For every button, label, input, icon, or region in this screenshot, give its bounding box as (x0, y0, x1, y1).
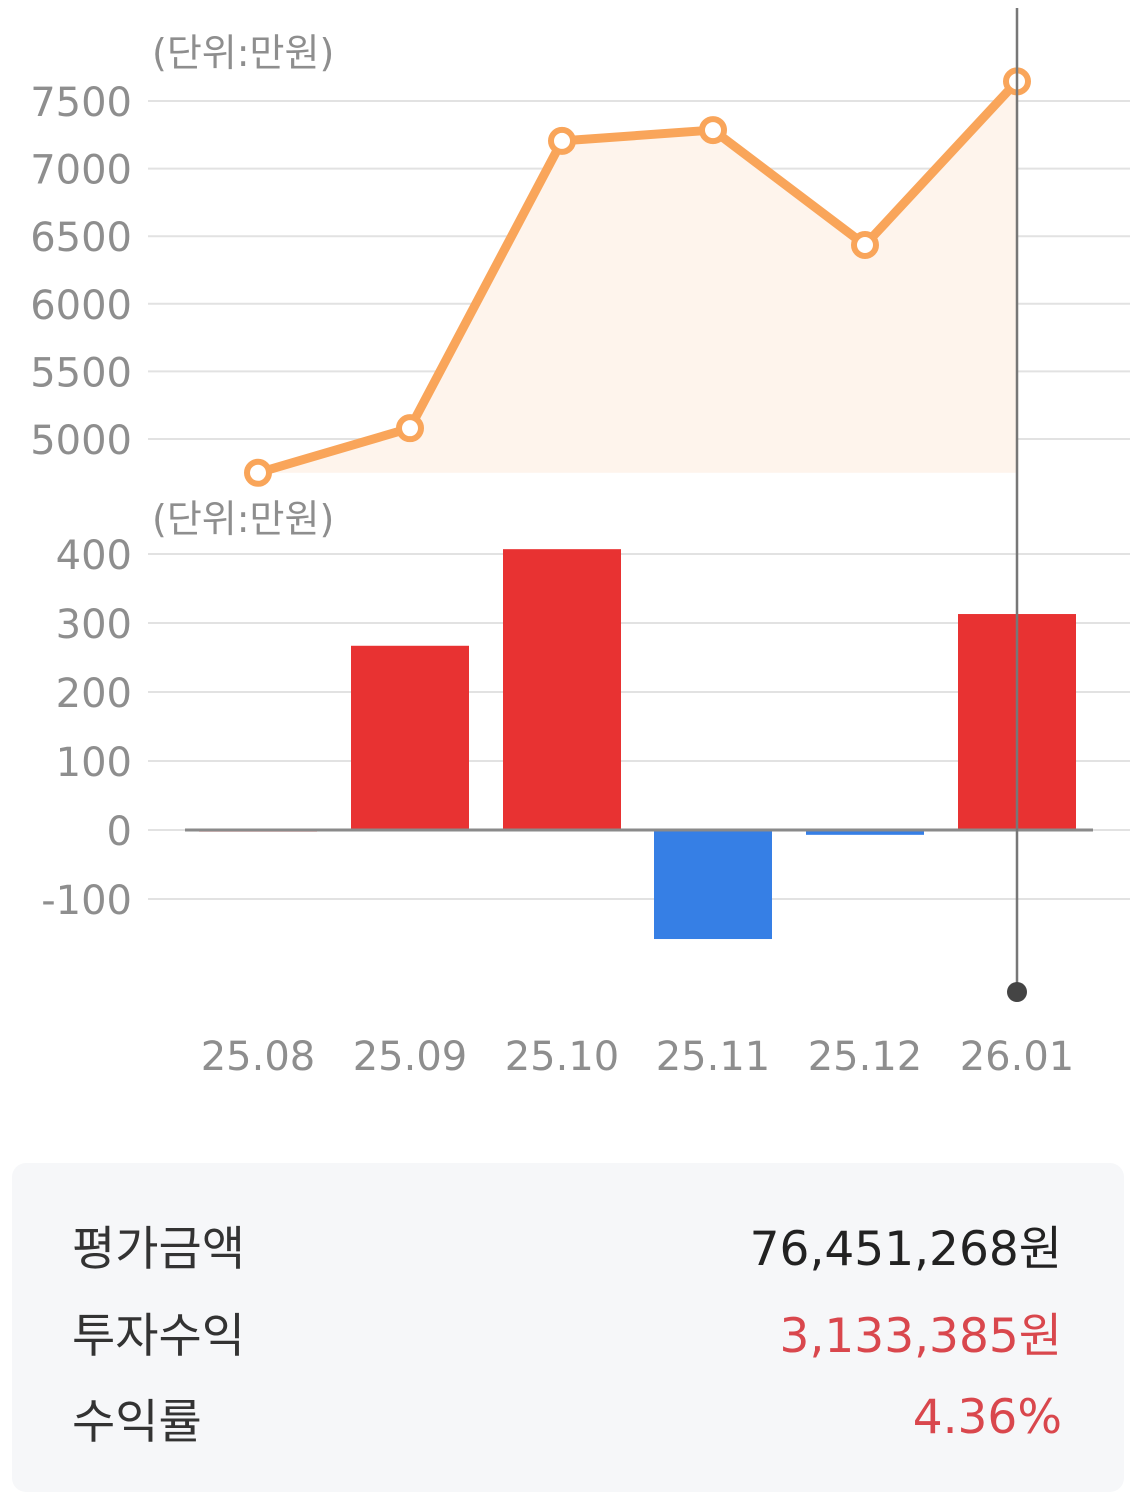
summary-panel: 평가금액 76,451,268원 투자수익 3,133,385원 수익률 4.3… (12, 1163, 1124, 1492)
x-tick-label: 25.08 (201, 1034, 316, 1080)
data-point (548, 126, 576, 155)
area-fill (258, 81, 1017, 473)
y-tick-label: 200 (56, 671, 132, 717)
summary-value: 3,133,385원 (779, 1308, 1062, 1364)
summary-value: 76,451,268원 (749, 1221, 1062, 1277)
y-tick-label: 6500 (30, 215, 132, 261)
data-point (244, 458, 272, 487)
bar (503, 549, 621, 830)
data-point (396, 414, 424, 443)
summary-value: 4.36% (912, 1389, 1062, 1445)
bar (654, 830, 772, 940)
unit-label: (단위:만원) (152, 31, 334, 75)
y-tick-label: 0 (107, 809, 132, 855)
y-tick-label: 5000 (30, 418, 132, 464)
summary-row-valuation: 평가금액 76,451,268원 (72, 1209, 1062, 1279)
selection-cursor-handle (1007, 982, 1027, 1002)
x-tick-label: 25.09 (353, 1034, 468, 1080)
y-tick-label: -100 (41, 878, 132, 924)
data-point (699, 116, 727, 145)
y-tick-label: 300 (56, 602, 132, 648)
y-tick-label: 100 (56, 740, 132, 786)
summary-row-profit: 투자수익 3,133,385원 (72, 1296, 1062, 1366)
x-tick-label: 25.11 (656, 1034, 771, 1080)
y-tick-label: 6000 (30, 283, 132, 329)
summary-label: 평가금액 (72, 1221, 245, 1277)
x-tick-label: 25.12 (808, 1034, 923, 1080)
y-tick-label: 7500 (30, 80, 132, 126)
summary-label: 수익률 (72, 1394, 202, 1450)
summary-label: 투자수익 (72, 1308, 245, 1364)
bar (806, 830, 924, 835)
x-tick-label: 26.01 (960, 1034, 1075, 1080)
summary-row-return-rate: 수익률 4.36% (72, 1382, 1062, 1452)
bar (351, 645, 469, 830)
unit-label: (단위:만원) (152, 497, 334, 541)
x-tick-label: 25.10 (505, 1034, 620, 1080)
series-line (256, 78, 1021, 478)
data-point (851, 230, 879, 259)
chart[interactable]: 5000 5500 6000 6500 7000 7500 (단위:만원) -100 0 100 2… (0, 0, 1140, 1100)
y-tick-label: 7000 (30, 148, 132, 194)
y-tick-label: 400 (56, 533, 132, 579)
y-tick-label: 5500 (30, 350, 132, 396)
